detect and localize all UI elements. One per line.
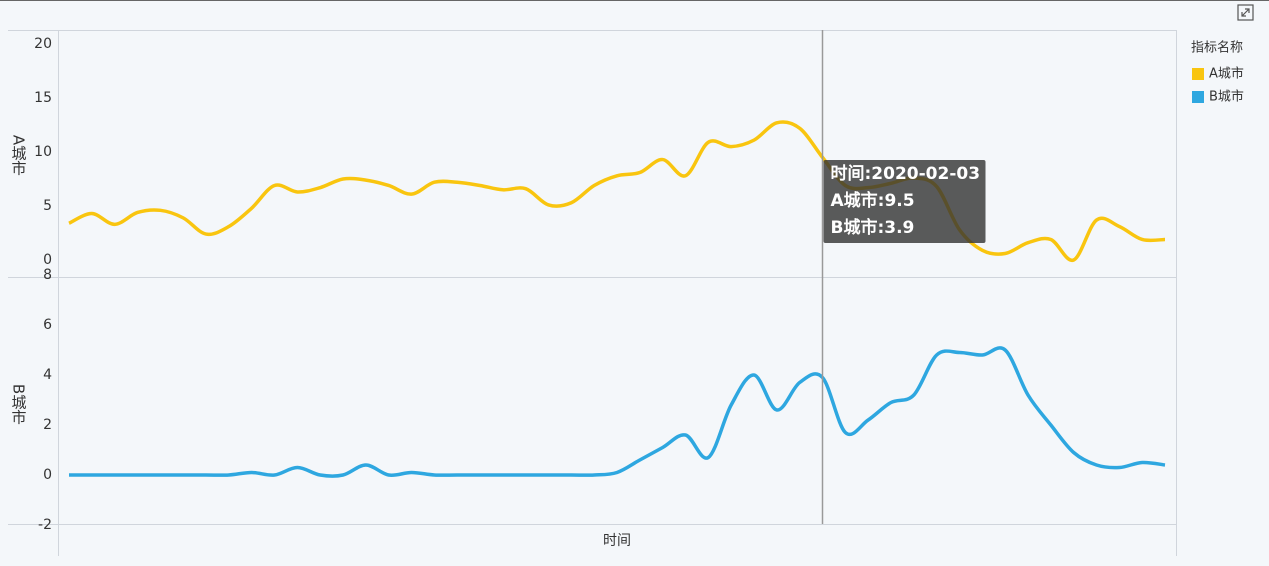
legend-swatch [1192, 68, 1204, 80]
tooltip-line: 时间:2020-02-03 [831, 163, 981, 184]
tooltip-line: A城市:9.5 [831, 190, 915, 211]
y-tick-label: 0 [43, 467, 52, 483]
y-axis-label: B城市 [10, 384, 28, 424]
y-tick-label: 4 [43, 367, 52, 383]
y-tick-label: -2 [38, 517, 52, 533]
y-tick-label: 15 [34, 90, 52, 106]
y-tick-label: 5 [43, 198, 52, 214]
tooltip-line: B城市:3.9 [831, 217, 915, 238]
y-tick-label: 20 [34, 36, 52, 52]
y-axis-label: A城市 [10, 135, 28, 175]
x-axis-label: 时间 [603, 533, 631, 549]
y-tick-label: 0 [43, 252, 52, 268]
legend-title: 指标名称 [1191, 40, 1243, 56]
y-tick-label: 8 [43, 267, 52, 283]
legend-label: A城市 [1209, 66, 1244, 82]
tooltip-box [823, 160, 986, 243]
legend-swatch [1192, 91, 1204, 103]
expand-icon[interactable] [1237, 4, 1254, 21]
legend-label: B城市 [1209, 89, 1244, 105]
line [68, 120, 1166, 262]
y-tick-label: 10 [34, 144, 52, 160]
line [68, 346, 1166, 478]
y-tick-label: 6 [43, 317, 52, 333]
y-tick-label: 2 [43, 417, 52, 433]
tooltip: 时间:2020-02-03 A城市:9.5 B城市:3.9 [823, 160, 986, 243]
